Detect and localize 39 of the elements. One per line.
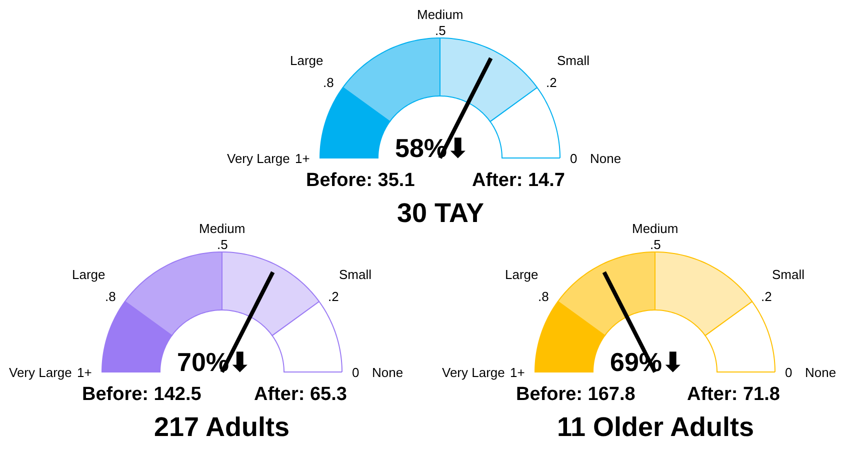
slice-label: Small <box>772 267 805 282</box>
text: .2 <box>546 75 557 90</box>
text: .2 <box>328 289 339 304</box>
text: 217 Adults <box>154 412 290 442</box>
text: 0 <box>570 151 578 166</box>
text: After: 65.3 <box>254 384 347 405</box>
slice-label: Medium <box>632 221 678 236</box>
slice-label: None <box>372 365 404 380</box>
slice-label: Large <box>290 53 324 68</box>
text: Very Large <box>227 151 290 166</box>
slice-label: Medium <box>199 221 246 236</box>
text: .5 <box>217 237 228 252</box>
text: .5 <box>650 237 661 252</box>
text: 1+ <box>295 151 310 166</box>
text: .8 <box>105 289 116 304</box>
text: 0 <box>352 365 360 380</box>
text: .8 <box>538 289 549 304</box>
text: 1+ <box>77 365 92 380</box>
slice-label: Large <box>72 267 106 282</box>
slice-label: Small <box>339 267 372 282</box>
text: Before: 35.1 <box>306 170 416 191</box>
text: 1+ <box>510 365 525 380</box>
text: .2 <box>761 289 772 304</box>
text: .8 <box>323 75 334 90</box>
slice-label: None <box>805 365 836 380</box>
text: After: 14.7 <box>472 170 565 191</box>
text: Very Large <box>442 365 505 380</box>
text: Before: 167.8 <box>516 384 636 405</box>
text: 30 TAY <box>397 198 484 228</box>
slice-label: Medium <box>417 7 464 22</box>
text: 11 Older Adults <box>557 412 754 442</box>
text: Very Large <box>9 365 72 380</box>
text: .5 <box>435 23 446 38</box>
text: 0 <box>785 365 792 380</box>
slice-label: Small <box>557 53 590 68</box>
slice-label: None <box>590 151 622 166</box>
text: After: 71.8 <box>687 384 780 405</box>
slice-label: Large <box>505 267 538 282</box>
text: Before: 142.5 <box>82 384 202 405</box>
